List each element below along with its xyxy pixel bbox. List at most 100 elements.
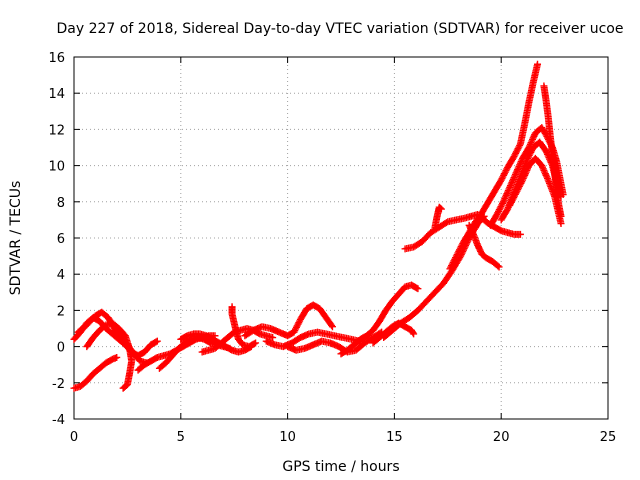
data-point-marker	[493, 210, 501, 218]
y-tick-label: 14	[48, 87, 65, 102]
data-point-marker	[496, 204, 504, 212]
data-point-marker	[498, 174, 506, 182]
data-point-marker	[477, 212, 485, 220]
x-tick-label: 15	[386, 430, 403, 445]
data-point-marker	[523, 166, 531, 174]
data-point-marker	[507, 200, 515, 208]
data-point-marker	[511, 151, 519, 159]
data-point-marker	[519, 174, 527, 182]
x-tick-label: 10	[279, 430, 296, 445]
data-point-marker	[474, 217, 482, 225]
y-tick-label: 16	[48, 51, 65, 66]
data-point-marker	[510, 194, 518, 202]
data-point-marker	[409, 329, 417, 337]
data-point-marker	[476, 213, 484, 221]
data-point-marker	[528, 137, 536, 145]
data-point-marker	[292, 325, 300, 333]
data-point-marker	[119, 384, 127, 392]
data-point-marker	[504, 187, 512, 195]
data-point-marker	[503, 190, 511, 198]
y-tick-label: 10	[48, 160, 65, 175]
data-point-marker	[517, 179, 525, 187]
data-point-marker	[538, 162, 546, 170]
data-point-marker	[454, 249, 462, 257]
data-point-marker	[437, 205, 445, 213]
data-point-marker	[516, 230, 524, 238]
data-point-marker	[495, 263, 503, 271]
data-point-marker	[449, 258, 457, 266]
data-point-marker	[450, 257, 458, 265]
data-point-marker	[494, 209, 502, 217]
data-point-marker	[495, 206, 503, 214]
data-point-marker	[328, 323, 336, 331]
y-tick-label: -4	[52, 413, 65, 428]
data-point-marker	[525, 151, 533, 159]
data-point-marker	[455, 247, 463, 255]
y-tick-label: 0	[57, 341, 65, 356]
data-point-marker	[500, 171, 508, 179]
data-point-marker	[521, 170, 529, 178]
data-point-marker	[514, 186, 522, 194]
data-point-marker	[290, 328, 298, 336]
data-point-marker	[502, 191, 510, 199]
data-point-marker	[524, 155, 532, 163]
data-point-marker	[528, 147, 536, 155]
data-point-marker	[557, 220, 565, 228]
data-point-marker	[499, 198, 507, 206]
data-point-marker	[512, 149, 520, 157]
data-point-marker	[521, 171, 529, 179]
data-point-marker	[497, 203, 505, 211]
data-point-marker	[513, 146, 521, 154]
data-point-marker	[513, 187, 521, 195]
data-point-marker	[456, 244, 464, 252]
data-point-marker	[504, 188, 512, 196]
data-point-marker	[457, 243, 465, 251]
data-point-marker	[557, 212, 565, 220]
data-point-marker	[474, 218, 482, 226]
y-tick-label: 8	[57, 196, 65, 211]
x-tick-label: 25	[600, 430, 617, 445]
data-point-marker	[410, 330, 418, 338]
data-point-marker	[519, 176, 527, 184]
data-point-marker	[453, 251, 461, 259]
data-point-marker	[250, 340, 258, 348]
data-point-marker	[497, 176, 505, 184]
data-point-marker	[541, 170, 549, 178]
data-point-marker	[291, 327, 299, 335]
data-point-marker	[507, 198, 515, 206]
data-point-marker	[456, 246, 464, 254]
data-point-marker	[452, 254, 460, 262]
data-point-marker	[328, 321, 336, 329]
data-point-marker	[512, 148, 520, 156]
data-point-marker	[529, 134, 537, 142]
data-point-marker	[494, 262, 502, 270]
y-axis-label: SDTVAR / TECUs	[8, 181, 24, 296]
data-point-marker	[524, 165, 532, 173]
data-point-marker	[506, 201, 514, 209]
data-point-marker	[529, 135, 537, 143]
data-point-marker	[516, 181, 524, 189]
data-point-marker	[518, 178, 526, 186]
x-tick-label: 0	[70, 430, 78, 445]
x-tick-label: 5	[177, 430, 185, 445]
data-point-marker	[506, 182, 514, 190]
data-point-marker	[516, 141, 524, 149]
data-point-marker	[292, 323, 300, 331]
data-point-marker	[509, 177, 517, 185]
x-axis-label: GPS time / hours	[282, 459, 399, 475]
data-point-marker	[511, 192, 519, 200]
data-point-marker	[539, 165, 547, 173]
data-point-marker	[541, 168, 549, 176]
grid-lines	[74, 57, 608, 419]
data-point-marker	[252, 339, 260, 347]
data-point-marker	[452, 252, 460, 260]
data-point-marker	[508, 178, 516, 186]
x-tick-label: 20	[493, 430, 510, 445]
data-point-marker	[269, 334, 277, 342]
data-point-marker	[505, 185, 513, 193]
data-point-marker	[414, 285, 422, 293]
data-point-marker	[515, 182, 523, 190]
data-point-marker	[501, 168, 509, 176]
data-point-marker	[540, 166, 548, 174]
